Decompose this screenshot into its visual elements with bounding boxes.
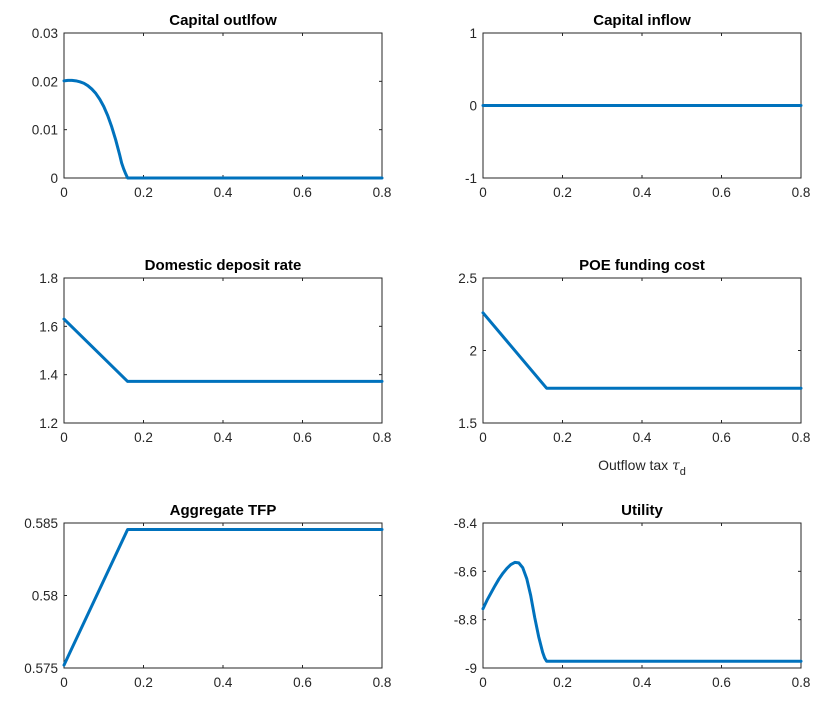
- y-tick-label: 0: [469, 99, 477, 114]
- axes-box: [63, 522, 383, 669]
- series-line-1: [62, 78, 384, 180]
- x-tick-label: 0.2: [134, 430, 153, 445]
- x-tick-label: 0.6: [712, 430, 731, 445]
- y-tick-label: 0.575: [24, 661, 58, 676]
- x-tick-label: 0.6: [293, 675, 312, 690]
- x-tick-label: 0.4: [214, 675, 233, 690]
- y-tick-label: 0: [50, 171, 58, 186]
- x-tick-label: 0.4: [633, 430, 652, 445]
- x-tick-label: 0: [60, 430, 68, 445]
- x-tick-label: 0.6: [712, 185, 731, 200]
- x-tick-label: 0.8: [792, 430, 811, 445]
- panel-3: Domestic deposit rate 0 0.2 0.4 0.6 0.8 1.2 1.4…: [39, 257, 391, 445]
- y-tick-label: 0.02: [32, 74, 58, 89]
- y-tick-label: -8.8: [454, 613, 477, 628]
- panel-4: POE funding cost 0 0.2 0.4 0.6 0.8 1.5 2 2.5 Outf…: [458, 257, 810, 478]
- y-tick-label: 1: [469, 26, 477, 41]
- x-tick-label: 0.4: [214, 430, 233, 445]
- x-tick-label: 0: [479, 675, 487, 690]
- y-tick-label: 1.8: [39, 271, 58, 286]
- x-tick-label: 0.2: [553, 675, 572, 690]
- x-tick-label: 0.4: [633, 675, 652, 690]
- series-line-1: [62, 528, 384, 667]
- axes-box: [482, 277, 802, 424]
- series-line-1: [62, 317, 384, 383]
- x-tick-label: 0: [60, 185, 68, 200]
- x-tick-label: 0: [60, 675, 68, 690]
- x-tick-label: 0: [479, 185, 487, 200]
- y-tick-label: -1: [465, 171, 477, 186]
- x-tick-label: 0.4: [214, 185, 233, 200]
- y-tick-label: 1.5: [458, 416, 477, 431]
- panel-title: Aggregate TFP: [170, 502, 277, 519]
- y-tick-label: 0.01: [32, 123, 58, 138]
- series-line-1: [481, 560, 803, 663]
- x-tick-label: 0.2: [553, 185, 572, 200]
- panel-title: Capital inflow: [593, 12, 691, 29]
- axes-box: [63, 32, 383, 179]
- y-tick-label: 1.2: [39, 416, 58, 431]
- x-tick-label: 0.4: [633, 185, 652, 200]
- x-tick-label: 0.8: [373, 675, 392, 690]
- series-line-1: [481, 311, 803, 390]
- x-tick-label: 0.2: [553, 430, 572, 445]
- x-tick-label: 0.8: [792, 185, 811, 200]
- x-tick-label: 0.2: [134, 185, 153, 200]
- panel-title: Utility: [621, 502, 663, 519]
- x-tick-label: 0.8: [373, 185, 392, 200]
- panel-title: Capital outlfow: [169, 12, 277, 29]
- y-tick-label: 0.58: [32, 589, 58, 604]
- x-axis-label: Outflow tax τd: [598, 457, 686, 478]
- axes-box: [63, 277, 383, 424]
- y-tick-label: -8.6: [454, 564, 477, 579]
- y-tick-label: 0.585: [24, 516, 58, 531]
- x-tick-label: 0.8: [792, 675, 811, 690]
- x-tick-label: 0.6: [293, 430, 312, 445]
- x-tick-label: 0.8: [373, 430, 392, 445]
- x-tick-label: 0: [479, 430, 487, 445]
- x-tick-label: 0.6: [293, 185, 312, 200]
- x-tick-label: 0.2: [134, 675, 153, 690]
- panel-1: Capital outlfow 0 0.2 0.4 0.6 0.8 0 0.01 0.02 0.0…: [32, 12, 392, 200]
- y-tick-label: 2: [469, 344, 477, 359]
- y-tick-label: -9: [465, 661, 477, 676]
- panel-6: Utility 0 0.2 0.4 0.6 0.8 -9 -8.8 -8.6 -8.4: [454, 502, 811, 690]
- x-tick-label: 0.6: [712, 675, 731, 690]
- panel-title: POE funding cost: [579, 257, 705, 274]
- panel-title: Domestic deposit rate: [145, 257, 302, 274]
- y-tick-label: -8.4: [454, 516, 478, 531]
- y-tick-label: 0.03: [32, 26, 58, 41]
- y-tick-label: 2.5: [458, 271, 477, 286]
- panel-5: Aggregate TFP 0 0.2 0.4 0.6 0.8 0.575 0.58 0.585: [24, 502, 391, 690]
- y-tick-label: 1.6: [39, 319, 58, 334]
- y-tick-label: 1.4: [39, 368, 58, 383]
